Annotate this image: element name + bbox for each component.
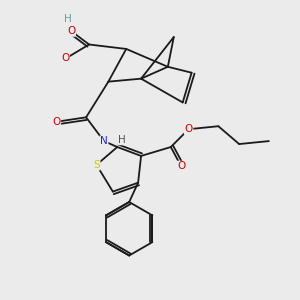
Text: O: O xyxy=(52,117,61,127)
Text: S: S xyxy=(93,160,100,170)
Text: O: O xyxy=(184,124,193,134)
Text: N: N xyxy=(100,136,108,146)
Text: O: O xyxy=(61,53,69,63)
Text: H: H xyxy=(64,14,72,24)
Text: O: O xyxy=(177,161,185,171)
Text: O: O xyxy=(67,26,75,36)
Text: H: H xyxy=(118,135,126,145)
